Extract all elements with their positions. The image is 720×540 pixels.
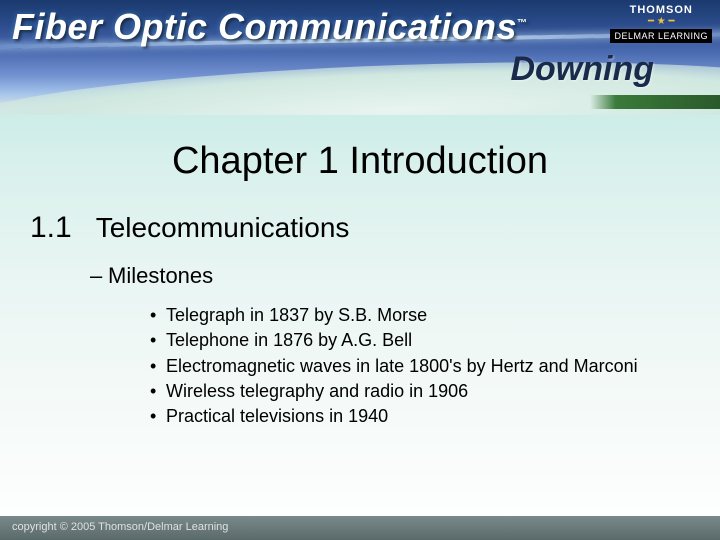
bullet-list: Telegraph in 1837 by S.B. Morse Telephon…	[150, 303, 680, 428]
section-title: Telecommunications	[96, 212, 350, 244]
book-title: Fiber Optic Communications™	[12, 6, 528, 48]
brand-thomson: THOMSON	[610, 4, 712, 16]
slide-content: Chapter 1 Introduction 1.1 Telecommunica…	[0, 115, 720, 428]
list-item: Telephone in 1876 by A.G. Bell	[150, 328, 680, 352]
subsection-label: Milestones	[108, 263, 213, 288]
book-title-text: Fiber Optic Communications	[12, 6, 517, 47]
trademark: ™	[517, 18, 528, 29]
list-item: Telegraph in 1837 by S.B. Morse	[150, 303, 680, 327]
brand-delmar: DELMAR LEARNING	[610, 29, 712, 43]
section-heading-row: 1.1 Telecommunications	[40, 211, 680, 245]
publisher-brand: THOMSON ━ ★ ━ DELMAR LEARNING	[610, 4, 712, 43]
slide-footer: copyright © 2005 Thomson/Delmar Learning	[0, 516, 720, 540]
author-name: Downing	[510, 50, 654, 89]
section-number: 1.1	[30, 211, 72, 245]
chapter-title: Chapter 1 Introduction	[40, 140, 680, 183]
list-item: Practical televisions in 1940	[150, 404, 680, 428]
slide-header: Fiber Optic Communications™ Downing THOM…	[0, 0, 720, 115]
header-green-accent	[590, 95, 720, 109]
brand-star-icon: ━ ★ ━	[610, 16, 712, 27]
list-item: Electromagnetic waves in late 1800's by …	[150, 354, 680, 378]
list-item: Wireless telegraphy and radio in 1906	[150, 379, 680, 403]
subsection-row: –Milestones	[90, 263, 680, 289]
copyright-text: copyright © 2005 Thomson/Delmar Learning	[12, 521, 228, 533]
dash-icon: –	[90, 263, 108, 289]
